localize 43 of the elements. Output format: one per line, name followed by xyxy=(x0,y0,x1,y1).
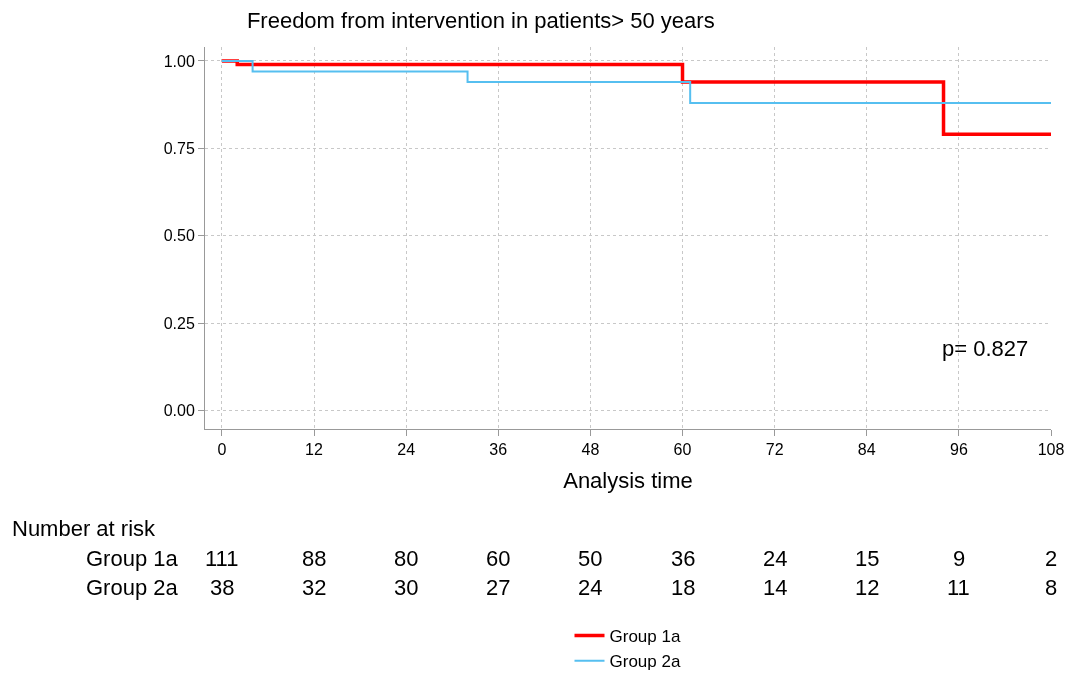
text: 60 xyxy=(486,546,511,571)
text: 18 xyxy=(671,575,696,600)
x-axis-title: Analysis time xyxy=(563,468,693,494)
text: 15 xyxy=(855,546,880,571)
text: 27 xyxy=(486,575,511,600)
y-tick-label: 0.25 xyxy=(163,314,195,332)
text: 32 xyxy=(302,575,327,600)
y-tick-label: 0.50 xyxy=(163,227,195,245)
chart-title: Freedom from intervention in patients> 50 years xyxy=(246,7,715,33)
x-tick-label: 24 xyxy=(397,441,416,459)
text: Group 2a xyxy=(86,575,179,600)
y-tick-label: 1.00 xyxy=(163,52,195,70)
text: 24 xyxy=(578,575,603,600)
text: 36 xyxy=(671,546,696,571)
text: 11 xyxy=(947,575,970,600)
x-tick-label: 12 xyxy=(305,441,324,459)
text: 50 xyxy=(578,546,603,571)
annotation: p= 0.827 xyxy=(942,336,1029,361)
x-tick-label: 108 xyxy=(1037,441,1065,459)
text: 30 xyxy=(394,575,419,600)
x-tick-label: 0 xyxy=(217,441,227,459)
x-tick-label: 72 xyxy=(765,441,784,459)
text: 111 xyxy=(205,546,239,571)
text: Number at risk xyxy=(12,516,157,541)
text: 14 xyxy=(763,575,788,600)
legend-label: Group 1a xyxy=(609,627,681,647)
text: 80 xyxy=(394,546,419,571)
text: 88 xyxy=(302,546,327,571)
text: Group 1a xyxy=(86,546,179,571)
text: 8 xyxy=(1045,575,1058,600)
y-tick-label: 0.75 xyxy=(163,139,195,157)
text: 2 xyxy=(1045,546,1058,571)
x-tick-label: 48 xyxy=(581,441,600,459)
x-tick-label: 36 xyxy=(489,441,508,459)
x-tick-label: 84 xyxy=(857,441,876,459)
y-tick-label: 0.00 xyxy=(163,402,195,420)
text: 12 xyxy=(855,575,880,600)
text: 9 xyxy=(953,546,966,571)
x-tick-label: 96 xyxy=(949,441,968,459)
text: 24 xyxy=(763,546,788,571)
legend-label: Group 2a xyxy=(609,652,681,672)
x-tick-label: 60 xyxy=(673,441,692,459)
text: 38 xyxy=(210,575,235,600)
